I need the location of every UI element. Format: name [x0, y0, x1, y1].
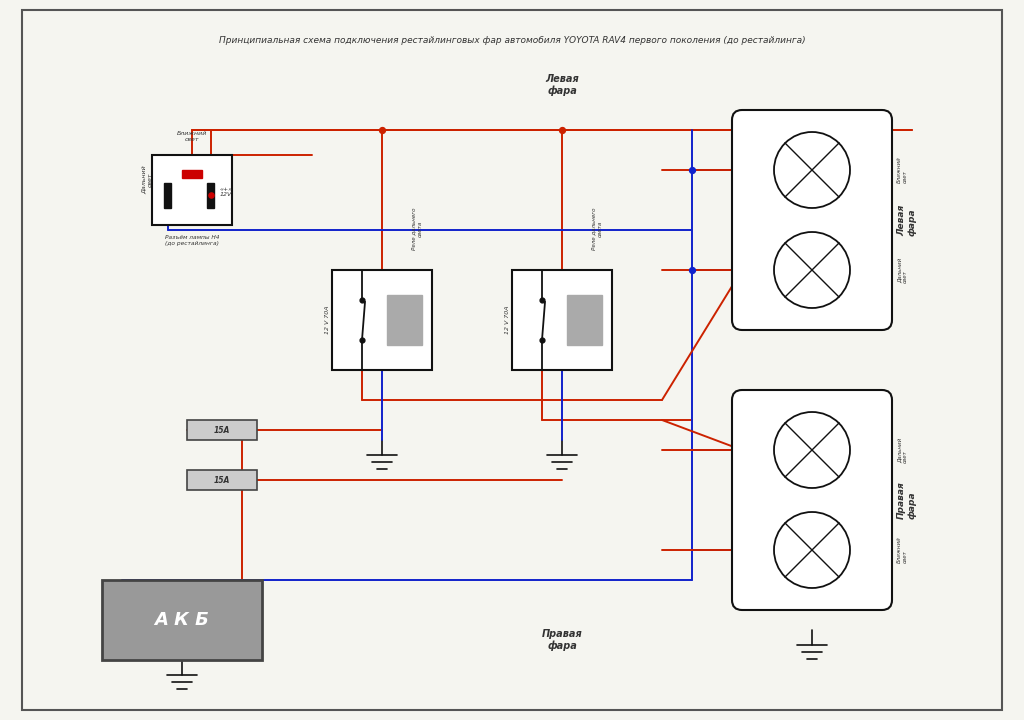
Text: Ближний
свет: Ближний свет — [177, 131, 207, 142]
Bar — [164, 183, 171, 208]
Text: Левая
фара: Левая фара — [897, 204, 916, 235]
Text: Дальний
свет: Дальний свет — [141, 166, 153, 194]
Text: Ближний
свет: Ближний свет — [897, 536, 908, 563]
Point — [534, 294, 550, 306]
Text: Реле дальнего
света: Реле дальнего света — [412, 207, 423, 250]
Text: Разъём лампы H4
(до рестайлинга): Разъём лампы H4 (до рестайлинга) — [165, 235, 219, 246]
Bar — [207, 183, 214, 208]
FancyBboxPatch shape — [187, 470, 257, 490]
Text: Правая
фара: Правая фара — [897, 481, 916, 519]
FancyBboxPatch shape — [152, 155, 232, 225]
Text: 15A: 15A — [214, 475, 230, 485]
Point — [203, 189, 219, 201]
Text: Дальний
свет: Дальний свет — [897, 437, 908, 463]
Bar — [182, 170, 202, 178]
Text: 12 V 70A: 12 V 70A — [325, 306, 330, 334]
Text: Дальний
свет: Дальний свет — [897, 257, 908, 283]
Point — [684, 264, 700, 276]
FancyBboxPatch shape — [102, 580, 262, 660]
Point — [554, 125, 570, 136]
Text: А К Б: А К Б — [155, 611, 210, 629]
Text: Реле дальнего
света: Реле дальнего света — [592, 207, 602, 250]
Text: 15A: 15A — [214, 426, 230, 434]
Text: Левая
фара: Левая фара — [545, 74, 579, 96]
Bar — [567, 295, 602, 345]
Text: Ближний
свет: Ближний свет — [897, 157, 908, 184]
Text: 12 V 70A: 12 V 70A — [505, 306, 510, 334]
Point — [354, 334, 371, 346]
FancyBboxPatch shape — [22, 10, 1002, 710]
Point — [354, 294, 371, 306]
Text: Правая
фара: Правая фара — [542, 629, 583, 651]
FancyBboxPatch shape — [187, 420, 257, 440]
FancyBboxPatch shape — [512, 270, 612, 370]
Point — [534, 334, 550, 346]
FancyBboxPatch shape — [332, 270, 432, 370]
FancyBboxPatch shape — [732, 110, 892, 330]
Bar — [387, 295, 422, 345]
Point — [684, 164, 700, 176]
Point — [374, 125, 390, 136]
Text: Принципиальная схема подключения рестайлинговых фар автомобиля YOYOTA RAV4 перво: Принципиальная схема подключения рестайл… — [219, 35, 805, 45]
Text: «+»
12V: «+» 12V — [220, 186, 233, 197]
FancyBboxPatch shape — [732, 390, 892, 610]
